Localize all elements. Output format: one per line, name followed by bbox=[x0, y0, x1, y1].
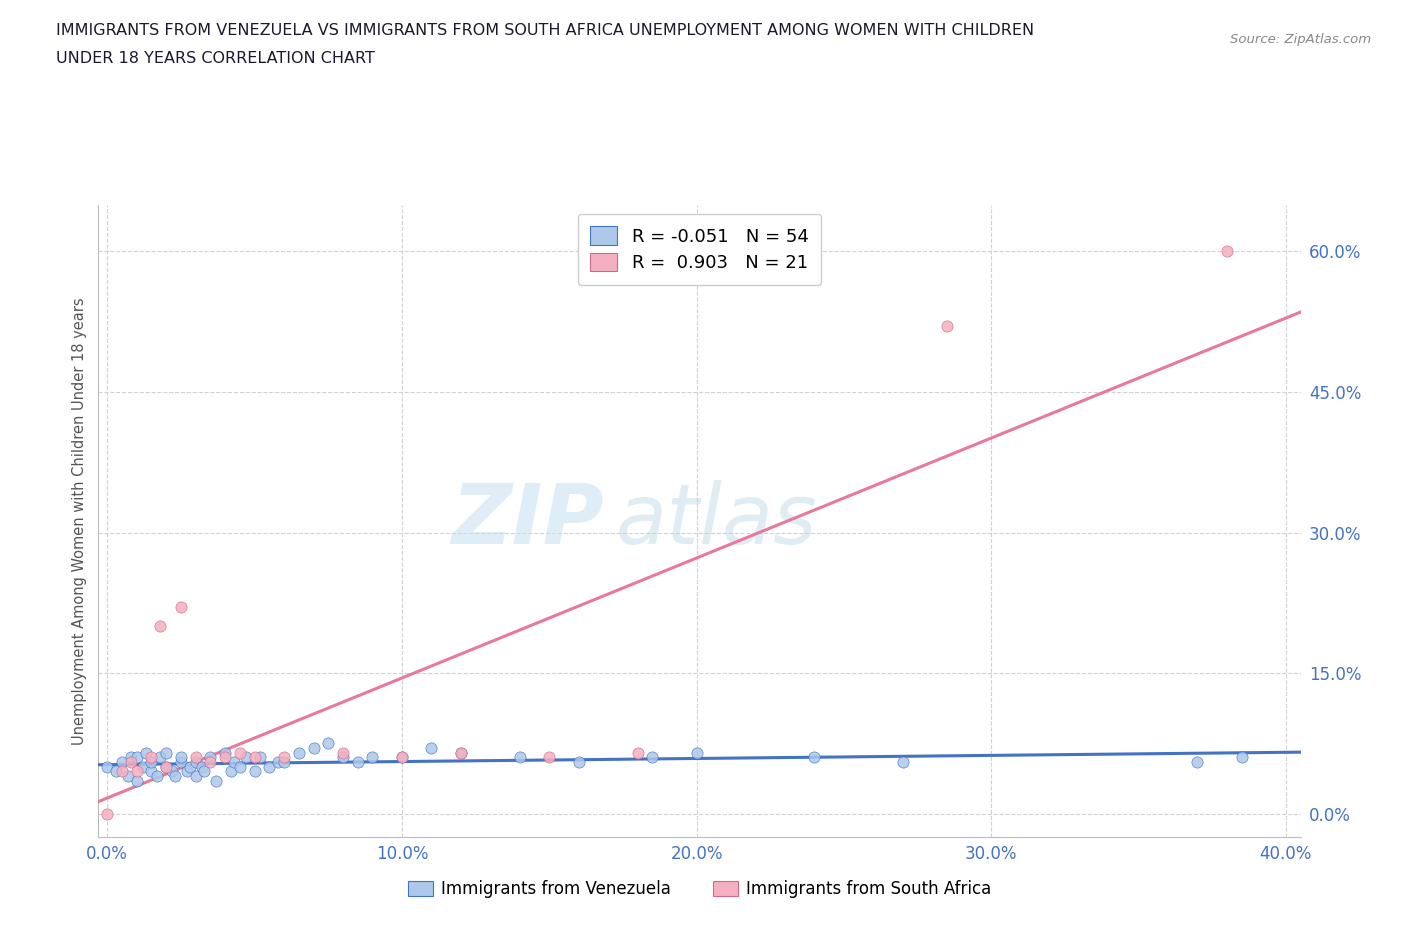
Point bbox=[200, 754, 222, 769]
Point bbox=[214, 745, 236, 760]
Point bbox=[316, 736, 339, 751]
Point bbox=[568, 754, 591, 769]
Y-axis label: Unemployment Among Women with Children Under 18 years: Unemployment Among Women with Children U… bbox=[72, 297, 87, 745]
Point bbox=[302, 740, 325, 755]
Point bbox=[141, 764, 163, 778]
Point bbox=[509, 750, 531, 764]
Text: UNDER 18 YEARS CORRELATION CHART: UNDER 18 YEARS CORRELATION CHART bbox=[56, 51, 375, 66]
Point bbox=[685, 745, 707, 760]
Point bbox=[273, 754, 295, 769]
Point bbox=[214, 750, 236, 764]
Point bbox=[149, 750, 172, 764]
Point bbox=[146, 769, 169, 784]
Point bbox=[163, 769, 186, 784]
Point bbox=[229, 745, 252, 760]
Point bbox=[361, 750, 384, 764]
Point bbox=[190, 759, 212, 774]
Point bbox=[125, 774, 148, 789]
Point bbox=[891, 754, 914, 769]
Text: atlas: atlas bbox=[616, 480, 817, 562]
Point bbox=[120, 750, 142, 764]
Point bbox=[105, 764, 128, 778]
Point bbox=[149, 618, 172, 633]
Point bbox=[141, 754, 163, 769]
Point bbox=[273, 750, 295, 764]
Point bbox=[120, 754, 142, 769]
Point bbox=[193, 764, 215, 778]
Point bbox=[346, 754, 368, 769]
Point bbox=[184, 750, 207, 764]
Point bbox=[249, 750, 271, 764]
Point bbox=[450, 745, 472, 760]
Text: ZIP: ZIP bbox=[451, 480, 603, 562]
Point bbox=[170, 750, 193, 764]
Point bbox=[936, 319, 959, 334]
Point bbox=[229, 759, 252, 774]
Point bbox=[125, 764, 148, 778]
Point bbox=[170, 754, 193, 769]
Point bbox=[117, 769, 139, 784]
Point bbox=[235, 750, 257, 764]
Point bbox=[626, 745, 648, 760]
Point bbox=[170, 600, 193, 615]
Point bbox=[111, 764, 134, 778]
Point bbox=[222, 754, 245, 769]
Text: IMMIGRANTS FROM VENEZUELA VS IMMIGRANTS FROM SOUTH AFRICA UNEMPLOYMENT AMONG WOM: IMMIGRANTS FROM VENEZUELA VS IMMIGRANTS … bbox=[56, 23, 1035, 38]
Point bbox=[287, 745, 309, 760]
Point bbox=[538, 750, 561, 764]
Point bbox=[184, 769, 207, 784]
Point bbox=[259, 759, 281, 774]
Point bbox=[96, 806, 118, 821]
Point bbox=[205, 774, 228, 789]
Point bbox=[200, 750, 222, 764]
Point bbox=[391, 750, 413, 764]
Point bbox=[184, 754, 207, 769]
Point bbox=[131, 759, 153, 774]
Point bbox=[179, 759, 201, 774]
Point bbox=[155, 745, 177, 760]
Point bbox=[1187, 754, 1209, 769]
Point bbox=[332, 750, 354, 764]
Point bbox=[141, 750, 163, 764]
Point bbox=[243, 750, 266, 764]
Point bbox=[803, 750, 825, 764]
Point bbox=[267, 754, 290, 769]
Point bbox=[176, 764, 198, 778]
Point bbox=[1230, 750, 1253, 764]
Point bbox=[219, 764, 242, 778]
Point bbox=[96, 759, 118, 774]
Point bbox=[391, 750, 413, 764]
Point bbox=[641, 750, 664, 764]
Point bbox=[332, 745, 354, 760]
Point bbox=[1216, 244, 1239, 259]
Point bbox=[243, 764, 266, 778]
Point bbox=[155, 759, 177, 774]
Point bbox=[420, 740, 443, 755]
Point bbox=[125, 750, 148, 764]
Point bbox=[111, 754, 134, 769]
Point bbox=[160, 764, 183, 778]
Point bbox=[450, 745, 472, 760]
Point bbox=[135, 745, 157, 760]
Text: Source: ZipAtlas.com: Source: ZipAtlas.com bbox=[1230, 33, 1371, 46]
Legend: Immigrants from Venezuela, Immigrants from South Africa: Immigrants from Venezuela, Immigrants fr… bbox=[401, 873, 998, 905]
Point bbox=[155, 759, 177, 774]
